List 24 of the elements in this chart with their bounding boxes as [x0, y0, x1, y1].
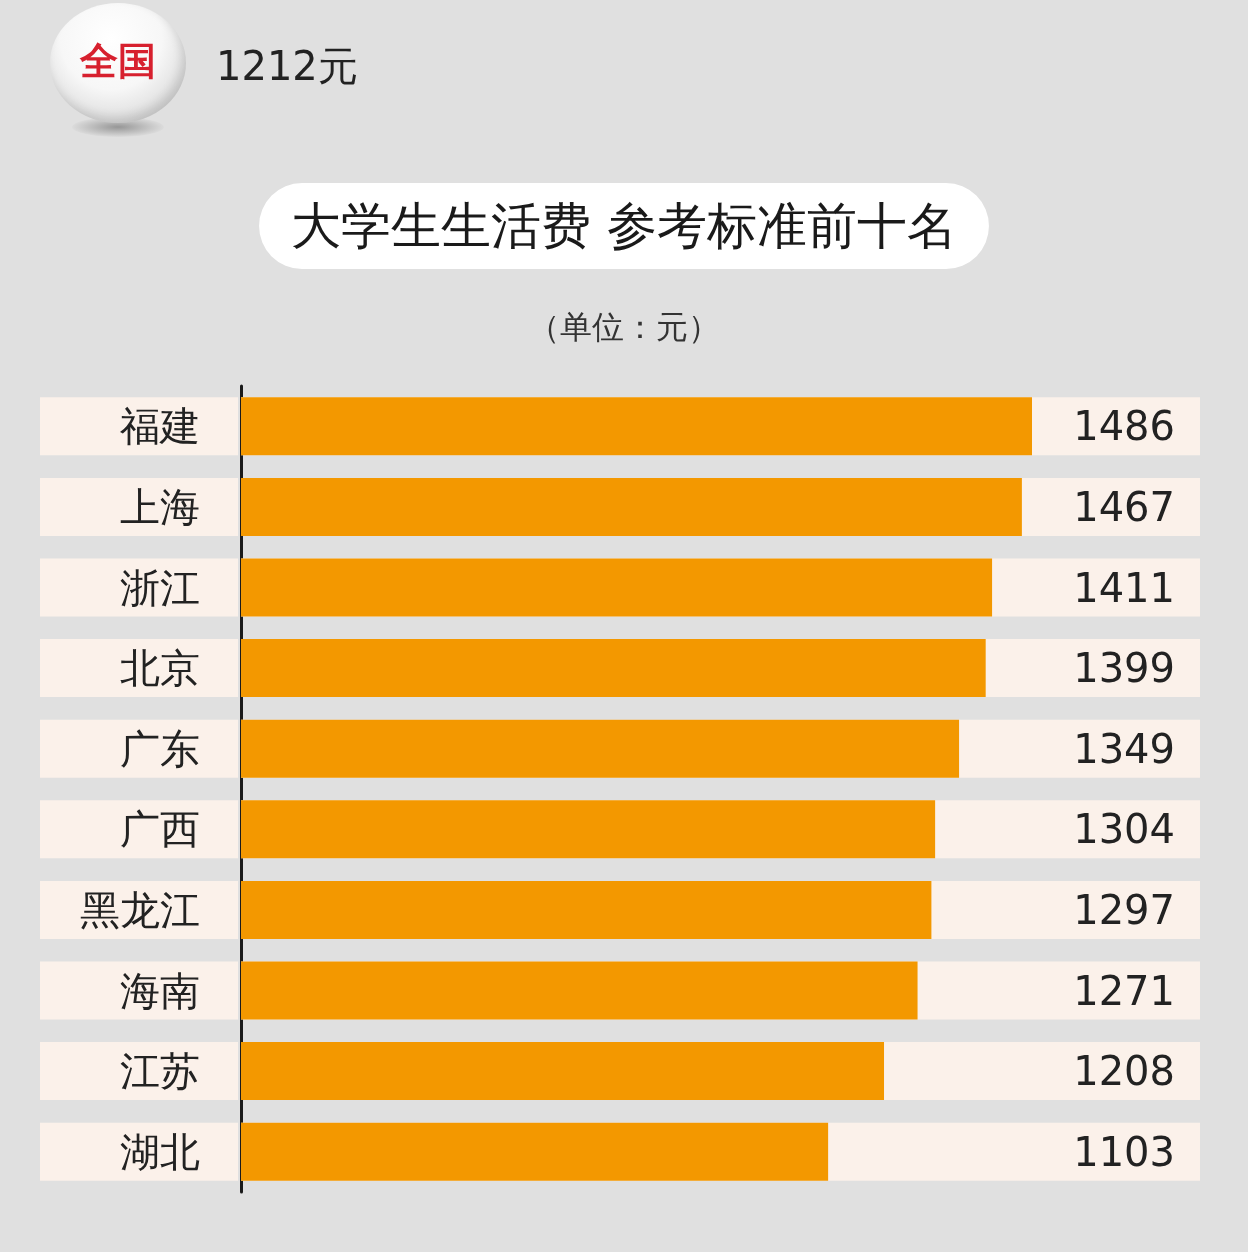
y-tick-label: 海南 — [120, 967, 200, 1014]
data-label: 1486 — [1073, 403, 1175, 450]
y-tick-label: 黑龙江 — [80, 886, 200, 933]
data-label: 1467 — [1073, 483, 1175, 530]
y-tick-label: 江苏 — [120, 1048, 200, 1095]
data-label: 1304 — [1073, 806, 1175, 853]
y-tick-label: 上海 — [120, 483, 200, 530]
y-tick-label: 北京 — [120, 645, 200, 692]
data-label: 1349 — [1073, 725, 1175, 772]
text: 1212元 — [216, 43, 358, 89]
chart-title: 大学生生活费 参考标准前十名 — [291, 197, 957, 255]
data-label: 1399 — [1073, 645, 1175, 692]
data-label: 1208 — [1073, 1048, 1175, 1095]
text: 全国 — [79, 39, 157, 83]
y-tick-label: 湖北 — [120, 1128, 200, 1175]
data-label: 1103 — [1073, 1128, 1175, 1175]
chart-subtitle: （单位：元） — [528, 308, 720, 346]
y-tick-label: 广东 — [120, 725, 200, 772]
y-tick-label: 福建 — [120, 403, 200, 450]
data-label: 1411 — [1073, 564, 1175, 611]
y-tick-label: 广西 — [120, 806, 200, 853]
data-label: 1271 — [1073, 967, 1175, 1014]
y-tick-label: 浙江 — [120, 564, 200, 611]
data-label: 1297 — [1073, 886, 1175, 933]
